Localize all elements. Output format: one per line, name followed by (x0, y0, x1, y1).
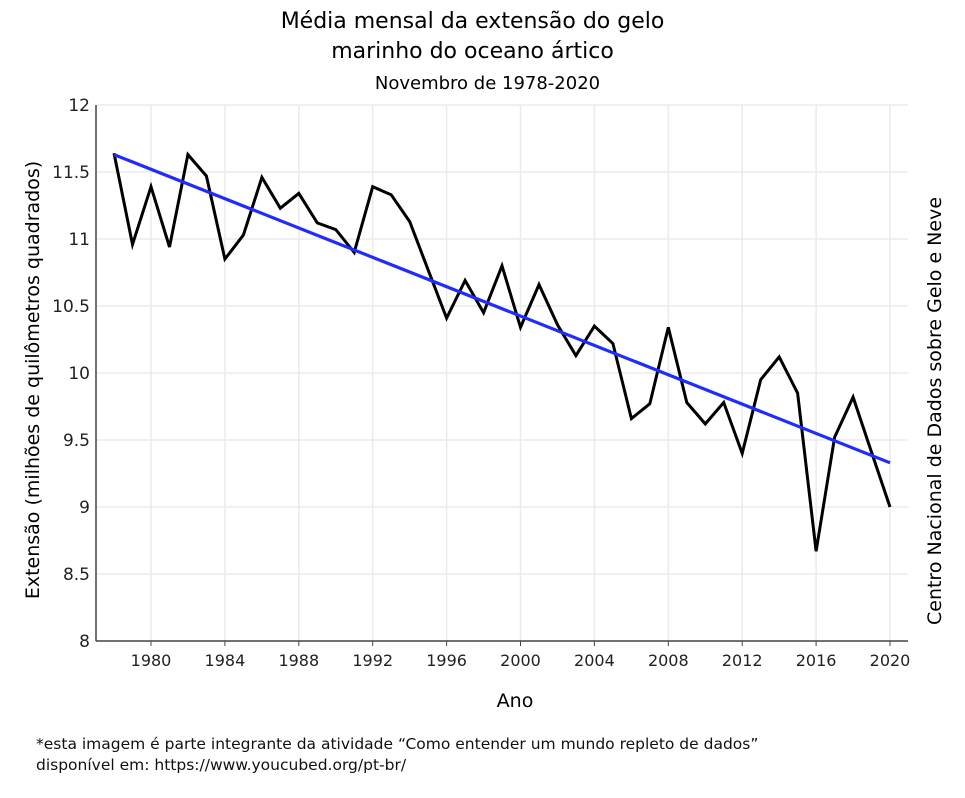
x-axis-label: Ano (497, 690, 534, 712)
y-tick-label: 11 (68, 230, 90, 250)
y-tick-labels: 8 8.5 9 9.5 10 10.5 11 11.5 12 (52, 96, 90, 652)
x-tick-label: 2008 (648, 651, 689, 670)
chart-title-line-2: marinho do oceano ártico (331, 39, 614, 64)
y-tick-label: 12 (68, 96, 90, 116)
x-tick-label: 1984 (205, 651, 246, 670)
x-tick-label: 2016 (796, 651, 837, 670)
chart-subtitle: Novembro de 1978-2020 (374, 73, 601, 94)
footer-link-text: disponível em: https://www.youcubed.org/… (36, 756, 407, 774)
y-axis-label: Extensão (milhões de quilômetros quadrad… (22, 161, 44, 599)
y-tick-label: 9 (79, 498, 90, 518)
y-tick-label: 9.5 (63, 431, 90, 451)
grid (96, 104, 908, 641)
y-tick-label: 8 (79, 632, 90, 652)
x-tick-label: 1988 (278, 651, 319, 670)
source-label: Centro Nacional de Dados sobre Gelo e Ne… (924, 197, 946, 625)
x-tick-label: 1980 (131, 651, 172, 670)
x-tick-label: 2004 (574, 651, 615, 670)
extent-series-line (112, 151, 892, 552)
y-tick-label: 10.5 (52, 297, 90, 317)
x-tick-label: 2000 (500, 651, 541, 670)
chart-title-line-1: Média mensal da extensão do gelo (280, 9, 665, 34)
x-tick-label: 1992 (352, 651, 393, 670)
trend-line (113, 153, 891, 465)
y-tick-label: 11.5 (52, 163, 90, 183)
x-tick-labels: 1980 1984 1988 1992 1996 2000 2004 2008 2012 2016… (131, 651, 911, 670)
x-tick-label: 1996 (426, 651, 467, 670)
footer-note: *esta imagem é parte integrante da ativi… (36, 735, 759, 753)
series-lines (112, 151, 892, 552)
x-tick-label: 2020 (870, 651, 911, 670)
axes (95, 105, 908, 646)
y-tick-label: 8.5 (63, 565, 90, 585)
x-tick-label: 2012 (722, 651, 763, 670)
y-tick-label: 10 (68, 364, 90, 384)
